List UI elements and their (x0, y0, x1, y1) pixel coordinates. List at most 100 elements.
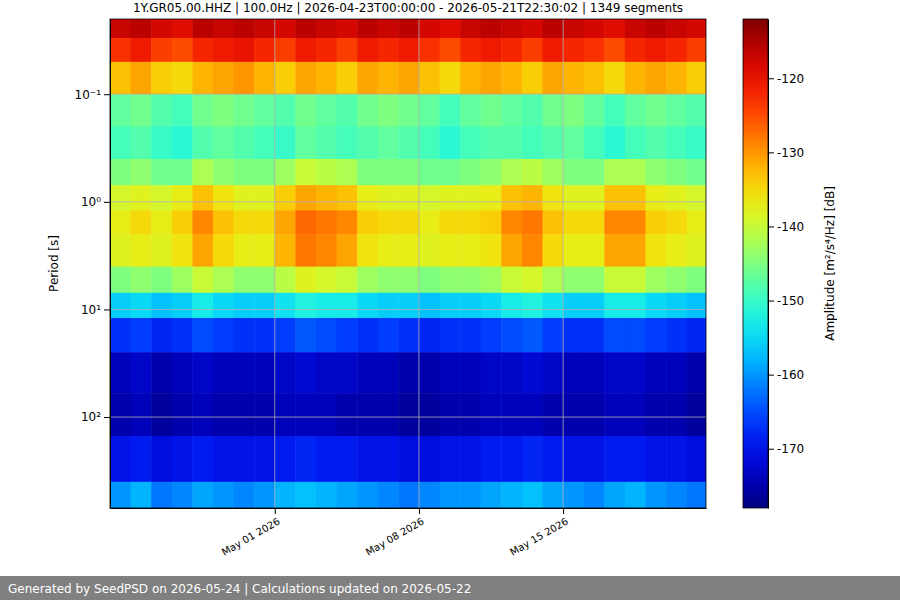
cell (192, 267, 213, 294)
cell (254, 127, 275, 160)
cell (172, 159, 193, 186)
cell (666, 267, 687, 294)
cell (687, 127, 706, 160)
cell (460, 185, 481, 211)
cell (645, 159, 666, 186)
cell (645, 318, 666, 353)
cell (378, 185, 399, 211)
cell (687, 210, 706, 234)
cell (419, 482, 440, 508)
cell (687, 318, 706, 353)
cell (378, 62, 399, 95)
cell (460, 62, 481, 95)
x-tick-label: May 15 2026 (508, 516, 570, 558)
cell (378, 436, 399, 482)
cell (316, 293, 337, 319)
colorbar-tick: -170 (768, 442, 804, 456)
colorbar-tick-label: -150 (777, 294, 804, 308)
cell (460, 94, 481, 127)
cell (357, 267, 378, 294)
cell (192, 393, 213, 436)
cell (543, 293, 564, 319)
cell (131, 436, 152, 482)
cell (295, 482, 316, 508)
cell (604, 185, 625, 211)
cell (522, 159, 543, 186)
cell (543, 185, 564, 211)
cell (645, 267, 666, 294)
cell (522, 293, 543, 319)
cell (501, 185, 522, 211)
cell (604, 94, 625, 127)
cell (316, 19, 337, 38)
cell (440, 159, 461, 186)
cell (481, 127, 502, 160)
cell (275, 210, 296, 234)
cell (419, 318, 440, 353)
cell (481, 19, 502, 38)
cell (275, 482, 296, 508)
cell (625, 234, 646, 267)
cell (110, 318, 131, 353)
cell (625, 94, 646, 127)
cell (357, 436, 378, 482)
x-axis: May 01 2026May 08 2026May 15 2026 (111, 508, 707, 558)
cell (254, 436, 275, 482)
cell (234, 62, 255, 95)
cell (192, 482, 213, 508)
cell (131, 94, 152, 127)
cell (522, 482, 543, 508)
cell (172, 293, 193, 319)
y-tick: 10² (81, 410, 110, 424)
cell (234, 38, 255, 62)
cell (213, 318, 234, 353)
cell (687, 393, 706, 436)
cell (584, 94, 605, 127)
cell (419, 352, 440, 393)
cell (419, 267, 440, 294)
cell (357, 38, 378, 62)
cell (543, 94, 564, 127)
cell (213, 267, 234, 294)
cell (192, 62, 213, 95)
cell (316, 234, 337, 267)
y-axis-title: Period [s] (47, 235, 61, 292)
cell (398, 94, 419, 127)
cell (398, 159, 419, 186)
y-tick-label: 10¹ (81, 303, 101, 317)
cell (295, 436, 316, 482)
cell (172, 234, 193, 267)
colorbar-tick-label: -120 (777, 72, 804, 86)
cell (234, 482, 255, 508)
cell (378, 234, 399, 267)
cell (316, 127, 337, 160)
cell (625, 210, 646, 234)
cell (563, 393, 584, 436)
cell (131, 62, 152, 95)
cell (151, 38, 172, 62)
colorbar (743, 19, 768, 508)
cell (398, 210, 419, 234)
cell (563, 293, 584, 319)
cell (398, 293, 419, 319)
cell (234, 436, 255, 482)
cell (337, 159, 358, 186)
cell (563, 94, 584, 127)
cell (398, 352, 419, 393)
cell (213, 62, 234, 95)
cell (481, 210, 502, 234)
cell (543, 234, 564, 267)
cell (275, 393, 296, 436)
cell (337, 393, 358, 436)
cell (481, 482, 502, 508)
y-tick-label: 10² (81, 410, 101, 424)
cell (398, 19, 419, 38)
cell (625, 352, 646, 393)
cell (666, 352, 687, 393)
cell (522, 352, 543, 393)
cell (110, 234, 131, 267)
x-tick-mark (275, 508, 276, 514)
cell (522, 436, 543, 482)
cell (460, 234, 481, 267)
cell (501, 19, 522, 38)
